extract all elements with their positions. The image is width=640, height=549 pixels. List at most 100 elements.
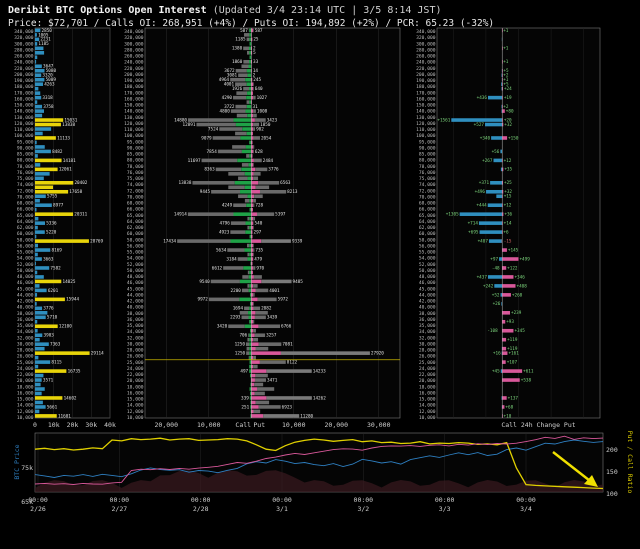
call-change-label: +1561	[437, 117, 450, 123]
call-oi-bar	[241, 64, 249, 69]
call-oi-bar-near	[245, 145, 252, 149]
put-oi-bar	[266, 369, 312, 373]
put-oi-bar-near	[251, 158, 254, 163]
call-oi-bar-near	[240, 189, 252, 194]
total-oi-bar	[35, 337, 40, 342]
total-strike-label: 60,000	[17, 231, 34, 237]
change-strike-label: 200,000	[416, 72, 436, 78]
total-oi-value-label: 2231	[40, 37, 51, 43]
put-oi-bar	[261, 239, 291, 243]
put-oi-bar	[255, 167, 268, 172]
put-oi-bar-near	[251, 46, 253, 51]
change-strike-label: 120,000	[416, 121, 436, 127]
side-strike-label: 25,000	[127, 360, 144, 366]
side-strike-label: 78,000	[127, 164, 144, 170]
total-oi-value-label: 3647	[43, 64, 54, 70]
total-oi-bar	[35, 118, 64, 122]
side-strike-label: 90,000	[127, 145, 144, 151]
total-oi-bar	[35, 364, 39, 369]
side-strike-label: 20,000	[127, 378, 144, 384]
put-oi-bar-near	[251, 257, 254, 261]
call-oi-bar-near	[246, 82, 252, 86]
total-x-tick: 40k	[104, 421, 116, 429]
put-oi-bar-near	[251, 297, 258, 302]
call-oi-bar	[223, 266, 244, 270]
total-oi-value-label: 5009	[46, 77, 57, 83]
side-strike-label: 10,000	[127, 415, 144, 421]
put-oi-bar-near	[251, 194, 255, 199]
put-oi-bar	[253, 216, 256, 221]
put-change-label: +14	[504, 221, 512, 227]
history-x-tick-time: 00:00	[516, 496, 536, 504]
call-oi-bar-near	[250, 400, 252, 405]
change-strike-label: 66,000	[419, 207, 436, 213]
put-oi-bar	[258, 342, 282, 346]
put-oi-bar-near	[251, 382, 255, 387]
call-oi-bar	[245, 342, 250, 346]
change-strike-label: 74,000	[419, 182, 436, 188]
put-oi-bar-near	[251, 337, 254, 342]
total-oi-bar	[35, 68, 45, 73]
put-change-bar	[502, 194, 503, 199]
history-panel: 00:002/2600:002/2700:002/2800:003/100:00…	[13, 431, 634, 513]
call-oi-value-label: 9079	[201, 135, 212, 141]
call-change-bar	[494, 284, 503, 288]
call-oi-bar-near	[235, 122, 252, 127]
put-change-bar	[502, 95, 503, 100]
total-oi-bar	[35, 248, 51, 252]
call-oi-bar	[247, 225, 250, 230]
total-strike-label: 14,000	[17, 403, 34, 409]
call-oi-bar	[238, 176, 248, 181]
put-oi-bar-near	[251, 270, 253, 275]
total-strike-label: 20,000	[17, 378, 34, 384]
call-change-label: +267	[482, 158, 493, 164]
history-x-tick-date: 2/27	[112, 505, 128, 513]
put-change-bar	[502, 293, 511, 297]
put-oi-bar-near	[251, 311, 256, 315]
call-oi-bar-near	[245, 77, 252, 82]
total-strike-label: 44,000	[17, 292, 34, 298]
total-oi-bar	[35, 28, 41, 33]
call-oi-value-label: 706	[239, 333, 247, 339]
total-strike-label: 46,000	[17, 280, 34, 286]
call-oi-value-label: 3722	[224, 104, 235, 110]
put-change-label: +12	[504, 203, 512, 209]
side-strike-label: 60,000	[127, 231, 144, 237]
put-change-bar	[502, 158, 503, 163]
put-oi-bar	[254, 382, 264, 387]
put-oi-bar-near	[251, 239, 262, 243]
call-oi-bar-near	[250, 409, 252, 414]
put-change-label: +32	[504, 189, 512, 195]
put-oi-value-label: 3439	[267, 315, 278, 321]
total-strike-label: 160,000	[14, 96, 34, 102]
total-oi-bar	[35, 405, 46, 409]
put-change-bar	[502, 136, 508, 140]
call-change-bar	[500, 369, 503, 373]
total-oi-value-label: 20402	[74, 180, 87, 186]
call-oi-value-label: 12891	[183, 122, 196, 128]
total-strike-label: 58,000	[17, 237, 34, 243]
total-strike-label: 140,000	[14, 109, 34, 115]
put-oi-bar	[253, 172, 261, 176]
call-change-bar	[491, 136, 503, 140]
total-strike-label: 260,000	[14, 54, 34, 60]
call-change-label: +242	[483, 283, 494, 289]
total-oi-bar	[35, 95, 42, 100]
change-strike-label: 340,000	[416, 29, 436, 35]
total-strike-label: 54,000	[17, 256, 34, 262]
call-oi-value-label: 587	[240, 28, 248, 34]
put-change-label: +93	[506, 319, 514, 325]
call-oi-bar-near	[249, 216, 252, 221]
total-strike-label: 110,000	[14, 127, 34, 133]
total-oi-bar	[35, 311, 48, 315]
side-strike-label: 340,000	[124, 29, 144, 35]
call-change-bar	[501, 82, 503, 86]
put-oi-bar	[266, 396, 312, 400]
total-strike-label: 68,000	[17, 201, 34, 207]
call-oi-bar	[230, 230, 246, 234]
call-oi-bar	[241, 288, 249, 293]
put-change-bar	[502, 346, 507, 351]
call-oi-value-label: 6612	[212, 265, 223, 271]
side-strike-label: 170,000	[124, 90, 144, 96]
